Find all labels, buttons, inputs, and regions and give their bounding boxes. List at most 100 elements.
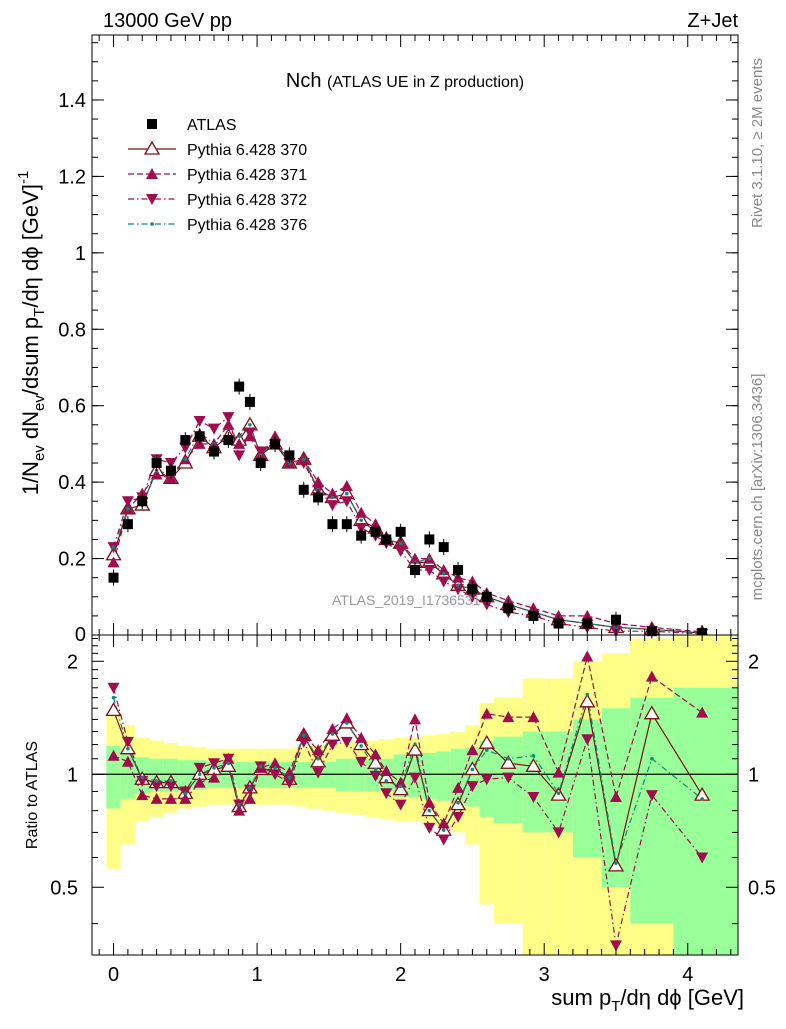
ratio-4-point xyxy=(237,802,241,807)
ratio-3-point xyxy=(208,758,221,770)
ratio-4-point xyxy=(398,784,403,788)
ratio-4-point xyxy=(456,800,460,805)
stat-uncertainty-band xyxy=(450,748,466,805)
ratio-4-point xyxy=(111,695,116,700)
ratio-3-point xyxy=(193,762,206,774)
atlas-point xyxy=(234,381,245,392)
ratio-2-point xyxy=(312,744,325,756)
series-2-point xyxy=(107,556,120,568)
y-tick-label-ratio: 0.5 xyxy=(50,877,78,899)
series-3-point xyxy=(233,450,246,462)
atlas-point xyxy=(381,534,392,545)
atlas-point xyxy=(438,542,449,553)
ratio-2-point xyxy=(121,755,134,767)
y-axis-label-main: 1/Nev dNev/dsum pT/dη dϕ [GeV]-1 xyxy=(15,171,48,496)
x-tick-label: 0 xyxy=(108,964,119,986)
stat-uncertainty-band xyxy=(522,731,545,833)
legend-label: ATLAS xyxy=(187,117,237,134)
ratio-3-point xyxy=(269,769,282,781)
ratio-4-point xyxy=(384,779,389,783)
ratio-3-point xyxy=(222,753,235,765)
atlas-point xyxy=(410,565,420,576)
series-3-point xyxy=(423,565,436,577)
series-4-point xyxy=(111,545,116,549)
x-tick-label: 4 xyxy=(682,964,693,986)
legend-marker xyxy=(146,194,158,205)
ratio-2-point xyxy=(581,650,594,662)
ratio-4-point xyxy=(212,766,216,770)
legend-label: Pythia 6.428 370 xyxy=(187,142,307,159)
series-3-point xyxy=(243,427,256,439)
atlas-point xyxy=(453,565,464,576)
atlas-point xyxy=(467,584,478,595)
ratio-3-point xyxy=(380,788,393,800)
ratio-1-point xyxy=(643,705,660,720)
ratio-line-2 xyxy=(113,656,703,825)
ratio-2-point xyxy=(466,744,479,756)
atlas-point xyxy=(108,572,119,583)
ratio-2-point xyxy=(269,757,282,769)
ratio-1-point xyxy=(309,753,327,768)
ratio-4-point xyxy=(470,767,475,772)
ratio-1-point xyxy=(392,781,409,796)
series-4-point xyxy=(126,507,130,511)
ratio-4-point xyxy=(427,808,432,813)
ratio-3-point xyxy=(609,940,622,952)
y-axis-label-ratio: Ratio to ATLAS xyxy=(24,741,41,849)
ratio-3-point xyxy=(645,790,658,802)
atlas-point xyxy=(341,519,352,530)
legend-marker xyxy=(150,222,154,226)
legend-marker xyxy=(146,168,158,179)
atlas-point xyxy=(370,526,381,537)
ratio-2-point xyxy=(437,817,450,829)
ratio-2-point xyxy=(409,713,421,725)
ratio-2-point xyxy=(480,707,493,719)
series-line-3 xyxy=(112,416,703,635)
atlas-point xyxy=(503,603,514,614)
ratio-2-point xyxy=(609,790,622,802)
rivet-label: Rivet 3.1.10, ≥ 2M events xyxy=(749,58,766,228)
ratio-4-point xyxy=(413,742,417,747)
series-4-point xyxy=(330,495,335,500)
ratio-3-point xyxy=(136,775,149,787)
atlas-point xyxy=(209,446,220,457)
ratio-2-point xyxy=(423,796,436,808)
series-2-point xyxy=(233,437,246,449)
collision-label: 13000 GeV pp xyxy=(103,10,232,32)
series-4-point xyxy=(301,457,306,462)
plot-title-sub: (ATLAS UE in Z production) xyxy=(327,74,524,91)
ratio-3-point xyxy=(452,811,465,823)
ratio-4-point xyxy=(154,779,159,783)
atlas-point xyxy=(270,438,281,449)
ratio-3-point xyxy=(243,784,256,796)
ratio-4-point xyxy=(531,754,536,758)
atlas-point xyxy=(223,435,234,446)
atlas-point xyxy=(481,591,492,602)
y-tick-label-main: 0.8 xyxy=(58,319,86,341)
atlas-point xyxy=(194,431,205,442)
ratio-3-point xyxy=(502,772,515,784)
y-tick-label-main: 0.2 xyxy=(58,549,86,571)
ratio-2-point xyxy=(326,723,339,735)
ratio-4-point xyxy=(700,797,704,801)
atlas-point xyxy=(424,534,435,545)
stat-uncertainty-band xyxy=(544,731,573,833)
stat-uncertainty-band xyxy=(630,697,674,924)
ratio-4-point xyxy=(345,721,349,725)
y-tick-label-ratio-right: 2 xyxy=(748,651,759,673)
process-label: Z+Jet xyxy=(687,10,738,32)
ratio-2-point xyxy=(369,748,382,760)
ratio-2-point xyxy=(355,731,368,743)
atlas-point xyxy=(165,465,176,476)
series-3-point xyxy=(452,584,465,596)
legend-label: Pythia 6.428 376 xyxy=(187,217,307,234)
x-tick-label: 2 xyxy=(395,964,406,986)
ratio-3-point xyxy=(150,781,163,793)
series-4-point xyxy=(398,541,403,546)
ratio-1-point xyxy=(406,741,424,756)
series-3-point xyxy=(121,496,134,508)
ratio-3-point xyxy=(107,682,120,694)
legend-marker xyxy=(143,140,161,155)
atlas-point xyxy=(356,530,367,541)
